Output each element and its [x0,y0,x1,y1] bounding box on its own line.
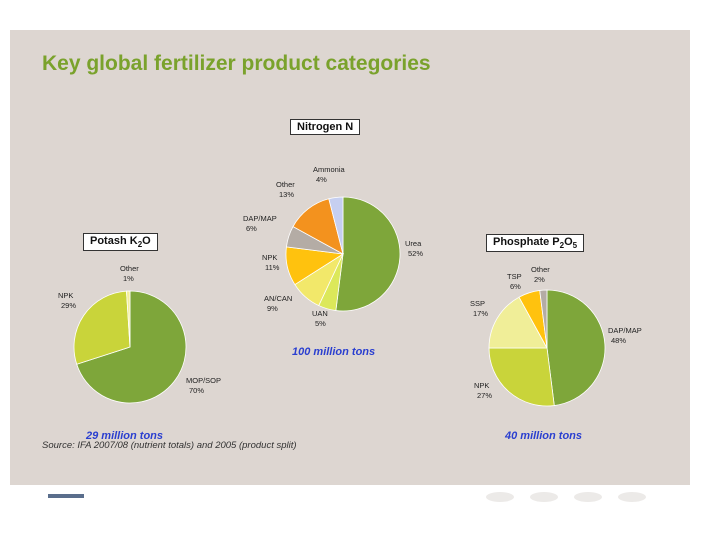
nitrogen-slice-urea [335,196,401,312]
nitrogen-slice-percent: 4% [316,175,327,184]
potash-slice-other [126,290,131,348]
nitrogen-chart-label: Nitrogen N [290,119,361,135]
footer-dot [530,492,558,502]
nitrogen-slice-label: NPK [262,253,277,262]
phosphate-slice-label: SSP [470,299,485,308]
phosphate-label-sub2: 5 [572,241,578,251]
potash-slice-percent: 70% [189,386,204,395]
page-title: Key global fertilizer product categories [42,52,431,75]
potash-slice-percent: 1% [123,274,134,283]
footer-dot [486,492,514,502]
potash-label-main: Potash K [90,235,138,247]
nitrogen-slice-label: DAP/MAP [243,214,277,223]
potash-label-end: O [142,235,151,247]
nitrogen-slice-label: UAN [312,309,328,318]
nitrogen-slice-ammonia [328,196,344,255]
phosphate-slices [488,289,606,407]
potash-slices [73,290,187,404]
phosphate-slice-percent: 17% [473,309,488,318]
footer-dot [574,492,602,502]
phosphate-slice-dap-map [546,289,606,406]
phosphate-slice-ssp [488,296,548,349]
phosphate-chart-label: Phosphate P2O5 [486,234,585,253]
nitrogen-slices [285,196,401,312]
nitrogen-slice-percent: 52% [408,249,423,258]
phosphate-slice-percent: 48% [611,336,626,345]
nitrogen-slice-percent: 9% [267,304,278,313]
potash-chart-label: Potash K2O [83,233,158,252]
phosphate-slice-npk [488,347,555,407]
nitrogen-label-text: Nitrogen N [297,121,354,133]
potash-total: 29 million tons [86,430,164,442]
nitrogen-slice-percent: 11% [265,263,280,272]
nitrogen-slice-label: Urea [405,239,422,248]
potash-slice-mop-sop [76,290,187,404]
potash-label-sub: 2 [137,240,143,250]
phosphate-total: 40 million tons [505,430,583,442]
nitrogen-slice-percent: 5% [315,319,326,328]
source-note: Source: IFA 2007/08 (nutrient totals) an… [42,440,297,451]
potash-slice-npk [73,290,131,365]
phosphate-slice-other [539,289,548,349]
phosphate-slice-percent: 2% [534,275,545,284]
nitrogen-slice-label: Ammonia [313,165,346,174]
nitrogen-slice-percent: 13% [279,190,294,199]
phosphate-label-sub: 2 [559,241,565,251]
phosphate-slice-label: DAP/MAP [608,326,642,335]
phosphate-slice-label: NPK [474,381,489,390]
footer-bar [48,494,84,498]
nitrogen-slice-label: AN/CAN [264,294,292,303]
potash-slice-percent: 29% [61,301,76,310]
potash-slice-label: NPK [58,291,73,300]
phosphate-slice-percent: 6% [510,282,521,291]
phosphate-label-main: Phosphate P [493,236,560,248]
phosphate-slice-label: TSP [507,272,522,281]
nitrogen-total: 100 million tons [292,346,376,358]
potash-slice-label: MOP/SOP [186,376,221,385]
potash-slice-label: Other [120,264,139,273]
nitrogen-slice-label: Other [276,180,295,189]
nitrogen-slice-percent: 6% [246,224,257,233]
phosphate-slice-percent: 27% [477,391,492,400]
phosphate-label-mid: O [564,236,573,248]
footer-dot [618,492,646,502]
phosphate-slice-label: Other [531,265,550,274]
